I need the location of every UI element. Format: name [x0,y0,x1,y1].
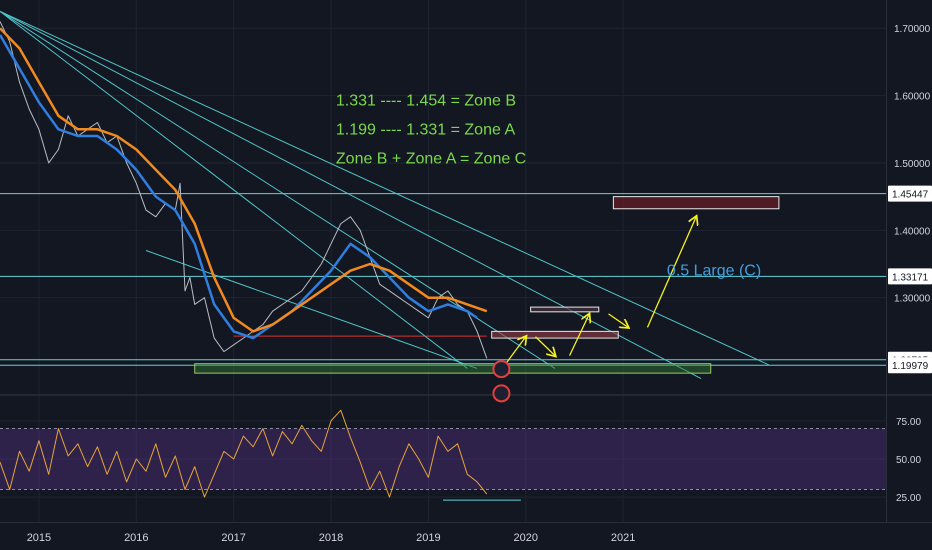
oscillator-y-tick-label: 25.00 [896,493,921,504]
x-tick-label: 2015 [27,532,51,544]
annotation-3: 0.5 Large (C) [667,262,761,279]
series-oscillator [0,409,488,498]
annotation-2: Zone B + Zone A = Zone C [336,151,526,168]
zone-box-1 [491,330,619,339]
grid-lines [0,0,886,522]
series-price [0,21,488,359]
arrow-4 [646,217,696,328]
x-tick-label: 2019 [416,532,440,544]
y-tick-label: 1.50000 [894,159,931,170]
event-flag-icon [492,360,511,379]
arrow-3 [608,313,628,327]
y-tick-label: 1.30000 [894,294,931,305]
event-flag-icon [492,384,511,403]
arrow-1 [535,336,554,356]
price-tag-bg [888,357,932,374]
oscillator-band [0,428,886,490]
x-tick-label: 2021 [611,532,635,544]
trendline-3 [0,10,468,369]
series-ema_fast [0,34,478,340]
price-tag-bg [888,185,932,202]
y-tick-label: 1.70000 [894,24,931,35]
annotation-0: 1.331 ---- 1.454 = Zone B [336,93,516,110]
x-tick-label: 2018 [319,532,343,544]
price-tag-bg [888,268,932,285]
price-tag-label: 1.45447 [892,190,929,201]
price-tag-label: 1.33171 [892,272,929,283]
price-tag-label: 1.19979 [892,361,929,372]
x-tick-label: 2017 [221,532,245,544]
zone-box-2 [612,196,780,210]
annotation-1: 1.199 ---- 1.331 = Zone A [336,122,516,139]
trendline-4 [145,250,478,369]
y-tick-label: 1.40000 [894,226,931,237]
y-tick-label: 1.60000 [894,92,931,103]
zone-box-0 [194,363,712,374]
series-ema_slow [0,27,488,333]
oscillator-y-tick-label: 50.00 [896,455,921,466]
x-tick-label: 2016 [124,532,148,544]
oscillator-y-tick-label: 75.00 [896,417,921,428]
x-tick-label: 2020 [514,532,538,544]
zone-box-3 [530,306,600,313]
trendline-0 [0,10,770,366]
arrow-0 [505,337,525,364]
arrow-2 [568,315,589,356]
